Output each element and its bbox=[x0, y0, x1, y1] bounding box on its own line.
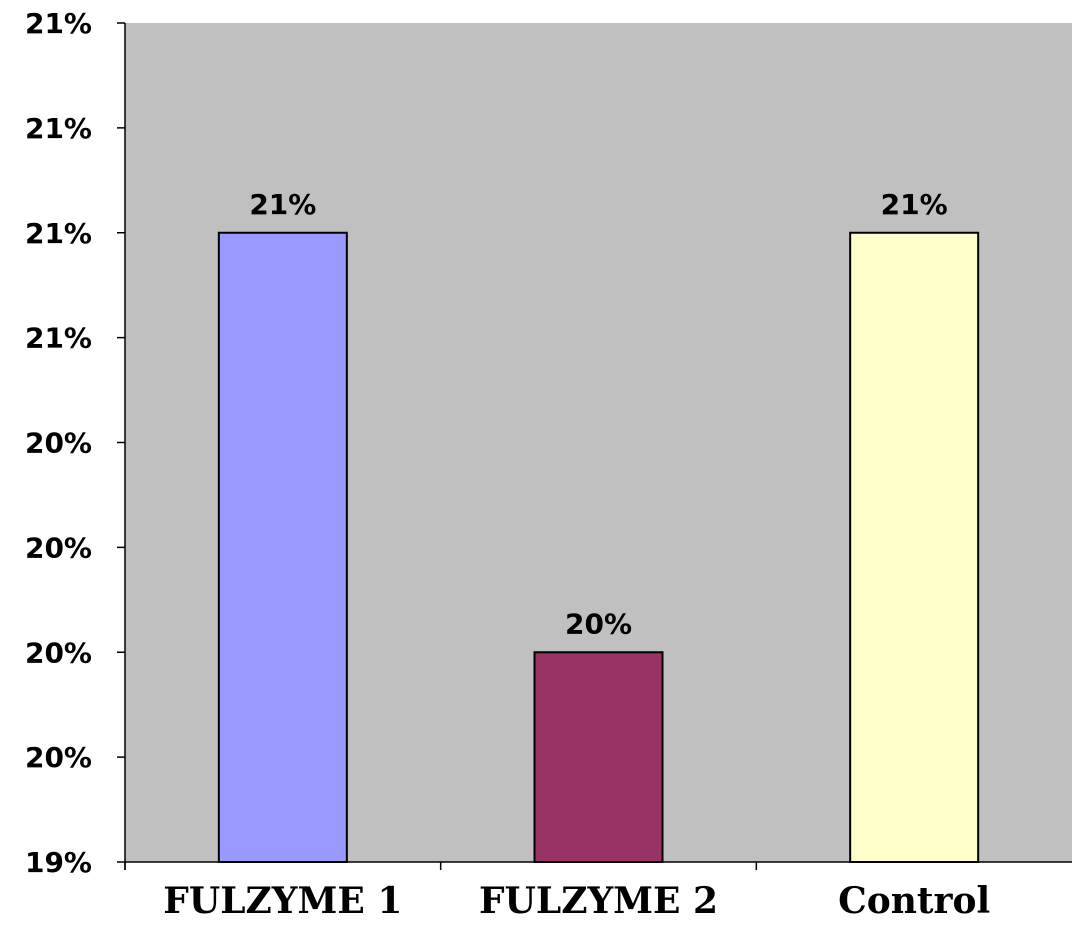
y-tick-label: 20% bbox=[25, 741, 92, 774]
bar-data-label: 20% bbox=[565, 607, 632, 640]
data-labels: 21% 20% 21% bbox=[249, 188, 947, 641]
y-tick-label: 20% bbox=[25, 636, 92, 669]
y-tick-label: 21% bbox=[25, 112, 92, 145]
y-tick-label: 21% bbox=[25, 322, 92, 355]
bar-data-label: 21% bbox=[881, 188, 948, 221]
bar-data-label: 21% bbox=[249, 188, 316, 221]
bar bbox=[849, 231, 980, 863]
x-axis: FULZYME 1 FULZYME 2 Control bbox=[124, 861, 1072, 922]
x-category-label: Control bbox=[838, 880, 990, 922]
bar bbox=[533, 651, 664, 863]
y-tick-label: 19% bbox=[25, 846, 92, 879]
y-tick-label: 21% bbox=[25, 7, 92, 40]
y-tick-label: 20% bbox=[25, 531, 92, 564]
bar bbox=[217, 231, 348, 863]
x-category-label: FULZYME 1 bbox=[163, 880, 402, 922]
x-category-label: FULZYME 2 bbox=[479, 880, 718, 922]
y-tick-label: 20% bbox=[25, 427, 92, 460]
bars bbox=[217, 231, 980, 863]
y-tick-label: 21% bbox=[25, 217, 92, 250]
y-axis: 19% 20% 20% 20% 20% 21% 21% 21% 21% bbox=[25, 7, 126, 879]
